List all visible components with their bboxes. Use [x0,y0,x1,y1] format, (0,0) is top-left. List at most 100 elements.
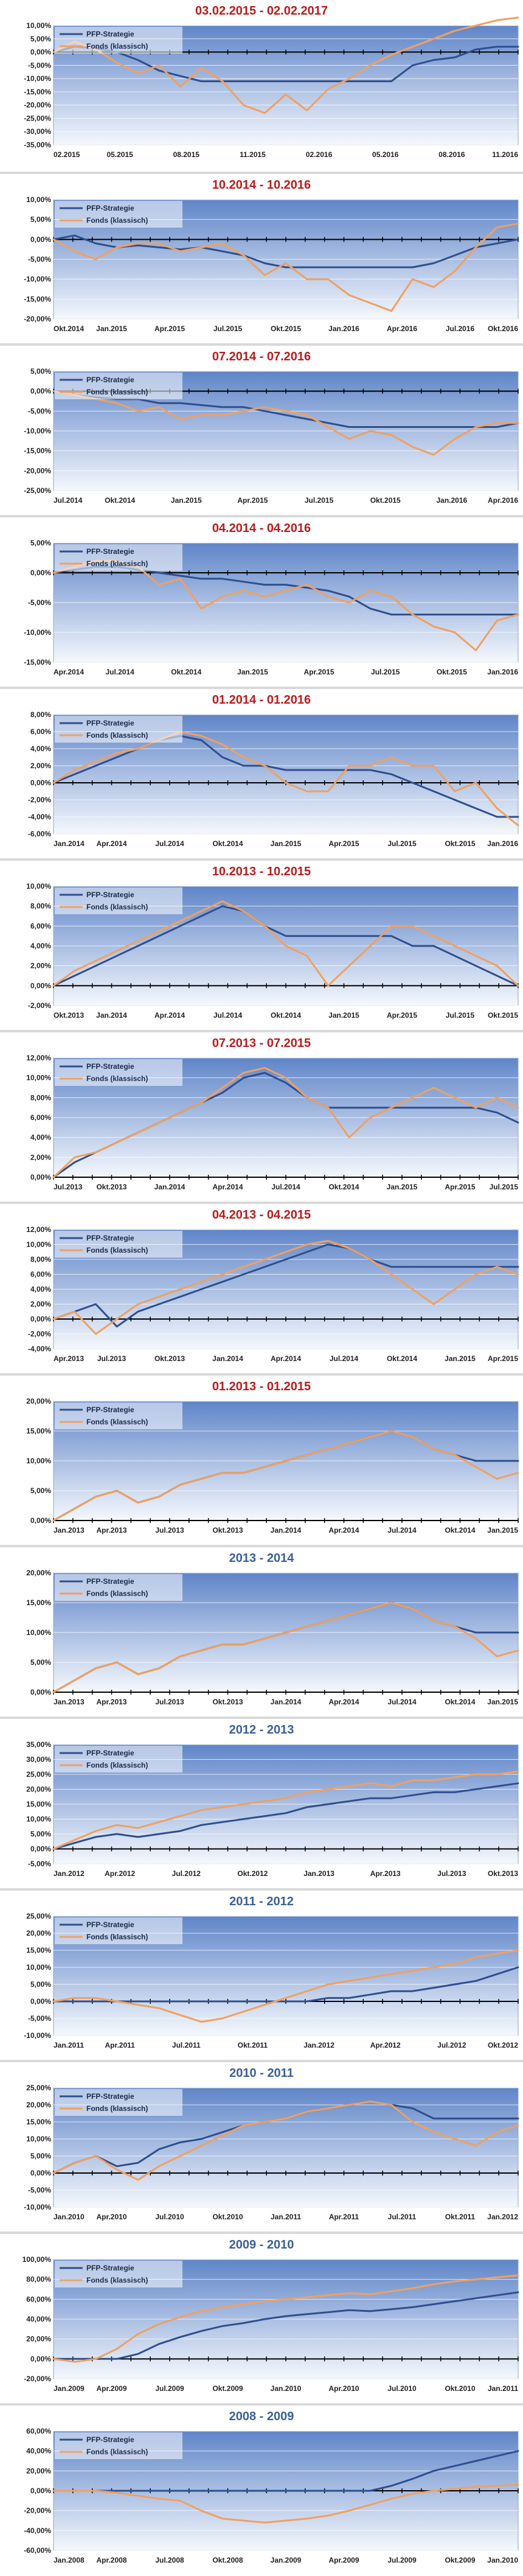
legend-box [55,887,182,914]
y-tick-label: 20,00% [26,1785,51,1794]
x-tick-label: Apr.2014 [54,668,84,676]
y-tick-label: 4,00% [30,1285,51,1293]
legend-label: PFP-Strategie [86,2435,134,2444]
y-tick-label: 5,00% [30,539,51,547]
y-tick-label: 6,00% [30,1270,51,1279]
legend-label: Fonds (klassisch) [86,1074,148,1083]
x-tick-label: Jan.2014 [212,1354,243,1363]
x-tick-label: Apr.2015 [488,1354,518,1363]
x-tick-label: Jan.2015 [445,1354,476,1363]
x-tick-label: Jan.2013 [54,1698,85,1706]
series-line-pfp [52,46,519,82]
x-tick-label: Jul.2009 [387,2556,417,2564]
legend-box [55,716,182,743]
legend: PFP-Strategie Fonds (klassisch) [55,716,182,743]
x-tick-label: Jan.2008 [54,2556,85,2564]
x-tick-label: Jan.2015 [171,496,202,505]
x-tick-label: Jan.2014 [271,1698,302,1706]
y-tick-label: 10,00% [26,195,51,204]
y-tick-label: -15,00% [24,295,51,303]
y-tick-label: 20,00% [26,1569,51,1577]
y-tick-label: -10,00% [24,74,51,83]
x-tick-label: Okt.2014 [212,839,243,848]
x-tick-label: Jan.2015 [328,1011,359,1020]
y-tick-label: 8,00% [30,902,51,911]
y-tick-label: -5,00% [28,255,51,264]
y-tick-label: 6,00% [30,1113,51,1122]
legend-label: Fonds (klassisch) [86,216,148,225]
x-tick-label: Okt.2013 [488,1869,518,1878]
legend-box [55,544,182,571]
legend-label: Fonds (klassisch) [86,42,148,51]
x-tick-label: Okt.2015 [271,324,301,333]
y-tick-label: -60,00% [24,2546,51,2555]
chart-panel: 2008 - 2009 60,00% 40,00% 20,00% 0,00% -20,00… [0,2403,523,2575]
x-tick-label: Okt.2013 [212,1526,243,1535]
chart-svg: 2013 - 201420,00%15,00%10,00%5,00%0,00%J… [26,1552,519,1706]
series-line-fonds [52,222,519,312]
chart-title: 10.2013 - 10.2015 [212,865,311,878]
x-tick-label: Okt.2014 [445,1526,475,1535]
y-tick-label: 6,00% [30,727,51,736]
legend: PFP-Strategie Fonds (klassisch) [55,27,182,54]
x-tick-label: Jan.2015 [237,668,268,676]
y-tick-label: 0,00% [30,235,51,243]
x-tick-label: Apr.2014 [154,1011,185,1020]
x-tick-label: Jan.2011 [488,2384,518,2393]
legend-label: Fonds (klassisch) [86,1761,148,1769]
x-tick-label: Jan.2014 [54,839,85,848]
x-tick-label: Okt.2014 [171,668,201,676]
chart-panel: 2011 - 2012 25,00% 20,00% 15,00% 10,00% 5,00%… [0,1888,523,2060]
x-tick-label: Jul.2015 [371,668,400,676]
y-tick-label: 10,00% [26,1628,51,1637]
x-tick-label: Jul.2013 [437,1869,466,1878]
legend-label: PFP-Strategie [86,2264,134,2272]
legend-box [55,1402,182,1429]
y-tick-label: 10,00% [26,1241,51,1249]
x-tick-label: Jul.2012 [437,2041,466,2049]
x-tick-label: Apr.2011 [329,2213,359,2221]
y-tick-label: 0,00% [30,1173,51,1181]
x-tick-label: Okt.2015 [437,668,467,676]
y-tick-label: -10,00% [24,275,51,284]
y-tick-label: -2,00% [28,1001,51,1010]
chart-panel: 01.2014 - 01.2016 8,00% 6,00% 4,00% 2,00% 0,0… [0,687,523,858]
x-tick-label: Jan.2009 [271,2556,302,2564]
y-tick-label: 10,00% [26,1074,51,1082]
y-tick-label: 10,00% [26,1963,51,1972]
series-line-fonds [52,2100,519,2181]
x-tick-label: Okt.2011 [445,2213,476,2221]
legend-label: PFP-Strategie [86,1234,134,1242]
y-tick-label: -5,00% [28,61,51,69]
x-tick-label: Apr.2009 [96,2384,126,2393]
legend-label: PFP-Strategie [86,1062,134,1071]
y-tick-label: 25,00% [26,1912,51,1920]
x-tick-label: Jan.2014 [271,1526,302,1535]
x-tick-label: Apr.2008 [96,2556,126,2564]
series-line-fonds [52,1601,519,1693]
y-tick-label: -35,00% [24,141,51,149]
legend: PFP-Strategie Fonds (klassisch) [55,2089,182,2116]
y-tick-label: 10,00% [26,21,51,30]
y-tick-label: 0,00% [30,779,51,787]
y-tick-label: -5,00% [28,598,51,607]
y-tick-label: 5,00% [30,2152,51,2160]
legend-label: Fonds (klassisch) [86,388,148,396]
x-tick-label: Apr.2015 [304,668,334,676]
legend-label: PFP-Strategie [86,1749,134,1757]
legend-label: PFP-Strategie [86,1577,134,1586]
x-tick-label: Okt.2010 [212,2213,243,2221]
chart-svg: 2010 - 2011 25,00% 20,00% 15,00% 10,00% 5,00%… [24,2067,519,2221]
y-tick-label: 5,00% [30,35,51,43]
y-tick-label: 40,00% [26,2315,51,2323]
y-tick-label: 5,00% [30,367,51,376]
x-tick-label: 05.2016 [372,150,399,159]
x-tick-label: Jul.2012 [172,1869,201,1878]
x-tick-label: 02.2016 [306,150,333,159]
y-tick-label: 100,00% [23,2255,52,2264]
x-tick-label: Okt.2011 [238,2041,268,2049]
legend: PFP-Strategie Fonds (klassisch) [55,2432,182,2459]
y-tick-label: 5,00% [30,1830,51,1838]
y-tick-label: 25,00% [26,1770,51,1779]
x-tick-label: Jan.2014 [154,1183,185,1191]
